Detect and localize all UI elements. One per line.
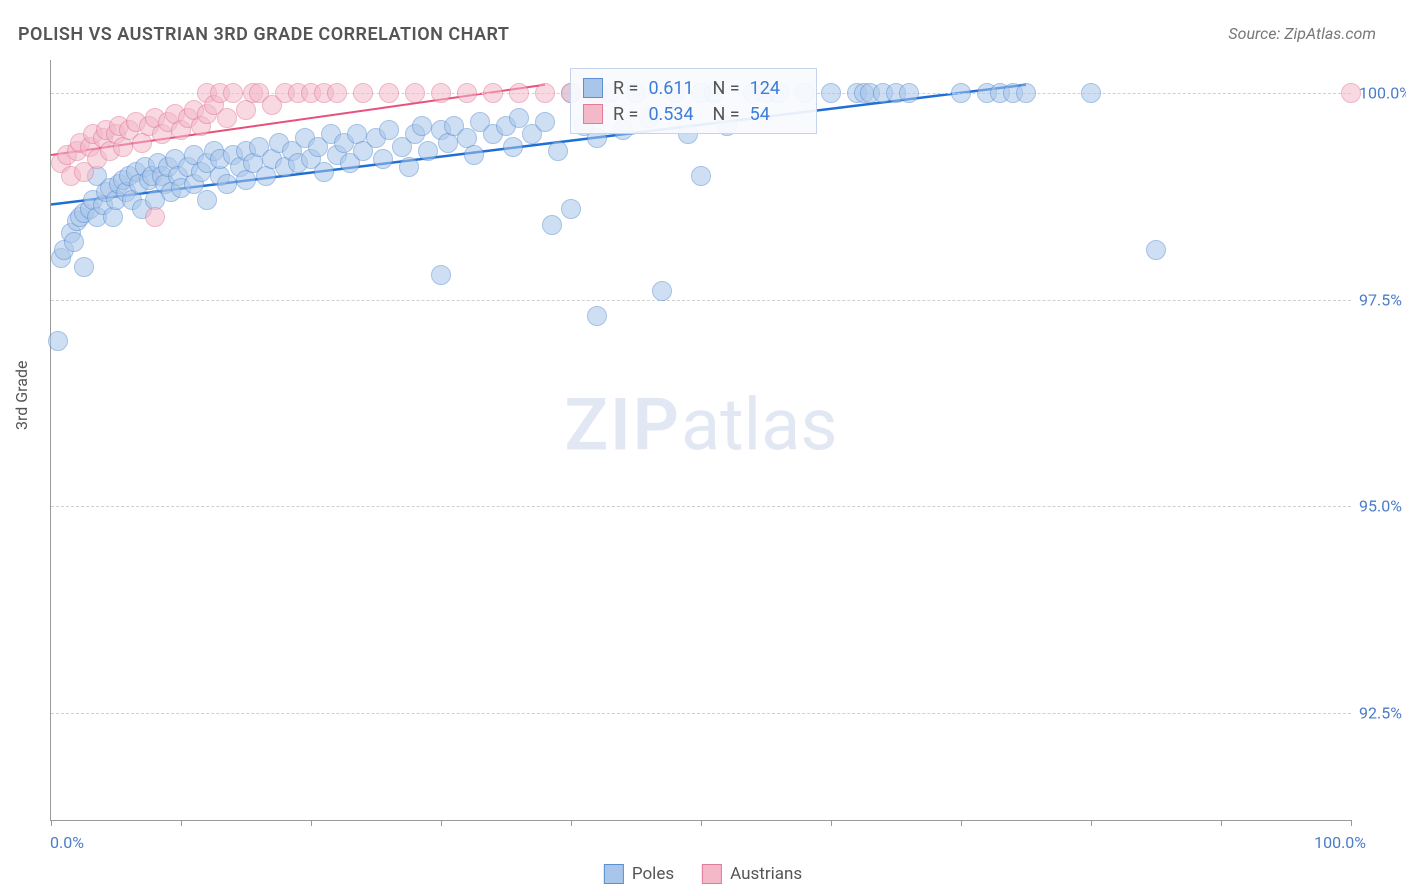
legend-label-austrians: Austrians <box>730 864 802 884</box>
r-value-austrians: 0.534 <box>648 104 702 125</box>
y-tick-label: 95.0% <box>1359 497 1406 516</box>
gridline <box>51 713 1351 714</box>
data-point <box>197 190 217 210</box>
data-point <box>431 83 451 103</box>
x-tick-max: 100.0% <box>1314 833 1366 852</box>
data-point <box>145 207 165 227</box>
watermark-atlas: atlas <box>681 382 838 467</box>
data-point <box>48 331 68 351</box>
data-point <box>548 141 568 161</box>
x-tick <box>1221 820 1222 826</box>
x-tick-min: 0.0% <box>50 833 84 852</box>
data-point <box>691 166 711 186</box>
data-point <box>412 116 432 136</box>
data-point <box>373 149 393 169</box>
gridline <box>51 300 1351 301</box>
legend-row-poles: R = 0.611 N = 124 <box>583 75 804 101</box>
data-point <box>951 83 971 103</box>
data-point <box>379 83 399 103</box>
legend-swatch-poles-icon <box>604 864 624 884</box>
series-legend: Poles Austrians <box>604 864 802 884</box>
data-point <box>542 215 562 235</box>
legend-item-poles: Poles <box>604 864 674 884</box>
data-point <box>464 145 484 165</box>
data-point <box>1016 83 1036 103</box>
data-point <box>509 83 529 103</box>
n-value-poles: 124 <box>750 78 804 99</box>
data-point <box>314 162 334 182</box>
correlation-legend: R = 0.611 N = 124 R = 0.534 N = 54 <box>570 68 817 134</box>
data-point <box>899 83 919 103</box>
n-label: N = <box>712 104 739 125</box>
data-point <box>405 83 425 103</box>
y-tick-label: 92.5% <box>1359 703 1406 722</box>
data-point <box>431 265 451 285</box>
n-label: N = <box>712 78 739 99</box>
r-label: R = <box>613 78 638 99</box>
r-value-poles: 0.611 <box>648 78 702 99</box>
data-point <box>217 108 237 128</box>
chart-title: POLISH VS AUSTRIAN 3RD GRADE CORRELATION… <box>18 24 509 45</box>
data-point <box>535 112 555 132</box>
legend-swatch-poles <box>583 78 603 98</box>
x-tick <box>311 820 312 826</box>
legend-swatch-austrians-icon <box>702 864 722 884</box>
y-tick-label: 100.0% <box>1359 84 1406 103</box>
legend-swatch-austrians <box>583 104 603 124</box>
x-tick <box>51 820 52 826</box>
n-value-austrians: 54 <box>750 104 804 125</box>
data-point <box>327 83 347 103</box>
chart-container: POLISH VS AUSTRIAN 3RD GRADE CORRELATION… <box>0 0 1406 892</box>
legend-label-poles: Poles <box>632 864 674 884</box>
data-point <box>64 232 84 252</box>
r-label: R = <box>613 104 638 125</box>
legend-item-austrians: Austrians <box>702 864 802 884</box>
data-point <box>457 83 477 103</box>
x-tick <box>831 820 832 826</box>
watermark-zip: ZIP <box>564 382 680 467</box>
gridline <box>51 506 1351 507</box>
watermark: ZIPatlas <box>564 382 837 467</box>
x-tick <box>571 820 572 826</box>
data-point <box>1146 240 1166 260</box>
data-point <box>561 199 581 219</box>
x-tick <box>441 820 442 826</box>
data-point <box>1341 83 1361 103</box>
x-tick <box>1091 820 1092 826</box>
legend-row-austrians: R = 0.534 N = 54 <box>583 101 804 127</box>
data-point <box>1081 83 1101 103</box>
data-point <box>503 137 523 157</box>
y-axis-label: 3rd Grade <box>12 361 31 430</box>
data-point <box>587 306 607 326</box>
x-tick <box>701 820 702 826</box>
data-point <box>217 174 237 194</box>
source-attribution: Source: ZipAtlas.com <box>1228 24 1376 43</box>
data-point <box>74 257 94 277</box>
x-tick <box>1351 820 1352 826</box>
data-point <box>399 157 419 177</box>
data-point <box>821 83 841 103</box>
plot-area: ZIPatlas 100.0%97.5%95.0%92.5% <box>50 60 1351 821</box>
data-point <box>535 83 555 103</box>
data-point <box>483 83 503 103</box>
x-tick <box>961 820 962 826</box>
data-point <box>353 83 373 103</box>
data-point <box>652 281 672 301</box>
y-tick-label: 97.5% <box>1359 290 1406 309</box>
x-tick <box>181 820 182 826</box>
data-point <box>418 141 438 161</box>
